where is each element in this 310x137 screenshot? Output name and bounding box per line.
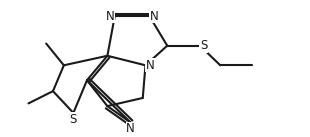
- Text: N: N: [145, 59, 154, 72]
- Text: S: S: [70, 113, 77, 126]
- Text: N: N: [149, 10, 158, 23]
- Text: N: N: [106, 10, 115, 23]
- Text: N: N: [126, 122, 135, 135]
- Text: S: S: [200, 39, 207, 52]
